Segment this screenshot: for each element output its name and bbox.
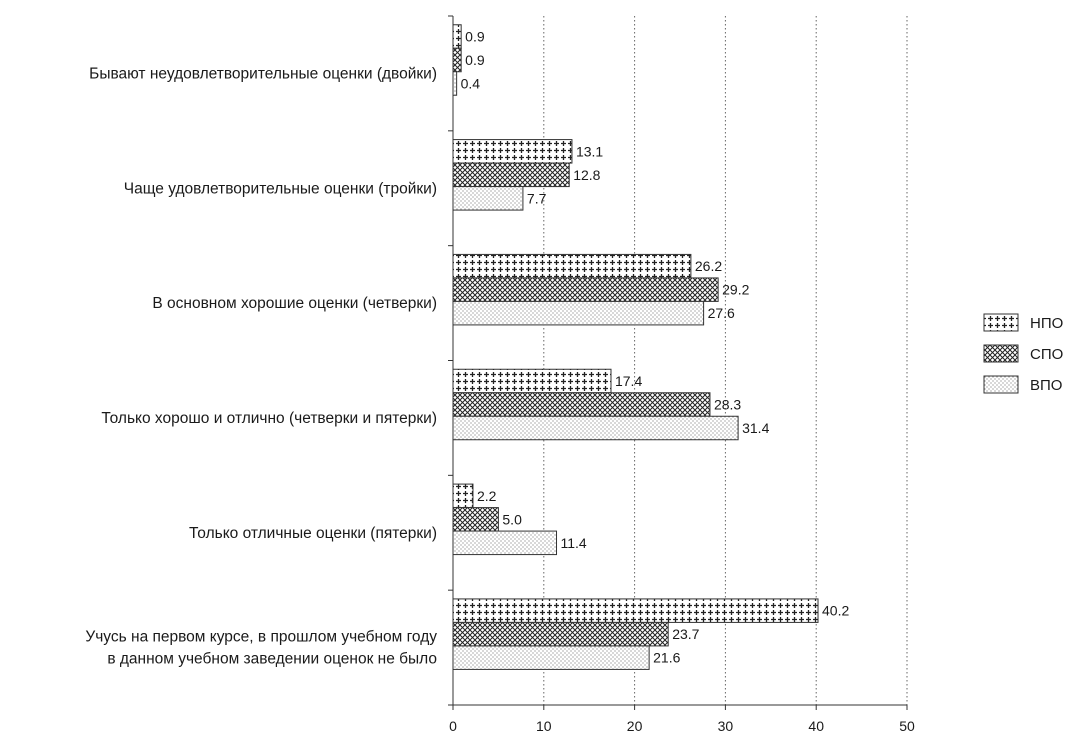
bar-НПО xyxy=(452,139,573,164)
bar-ВПО xyxy=(452,186,524,211)
value-label: 2.2 xyxy=(477,488,497,504)
bar-ВПО xyxy=(452,530,558,556)
legend: НПО СПО ВПО xyxy=(983,313,1063,394)
category-label: Чаще удовлетворительные оценки (тройки) xyxy=(124,180,437,197)
bar-ВПО xyxy=(452,645,650,670)
x-tick-label: 20 xyxy=(627,718,643,734)
value-label: 26.2 xyxy=(695,258,722,274)
value-label: 28.3 xyxy=(714,397,741,413)
value-label: 7.7 xyxy=(527,190,547,206)
category-label: В основном хорошие оценки (четверки) xyxy=(152,295,437,312)
value-label: 11.4 xyxy=(561,535,587,551)
value-label: 0.9 xyxy=(465,29,485,45)
grid-lines xyxy=(543,16,908,705)
legend-label-ВПО: ВПО xyxy=(1030,377,1062,394)
value-label: 0.9 xyxy=(465,52,485,68)
value-label: 12.8 xyxy=(573,167,600,183)
legend-label-НПО: НПО xyxy=(1030,315,1063,332)
legend-swatch-НПО xyxy=(983,313,1019,332)
bar-НПО xyxy=(452,368,612,394)
bar-СПО xyxy=(452,621,669,647)
legend-label-СПО: СПО xyxy=(1030,346,1063,363)
x-tick-label: 30 xyxy=(718,718,734,734)
axes: 0 10 20 30 40 50 xyxy=(448,15,915,734)
bar-ВПО xyxy=(452,71,458,96)
value-label: 29.2 xyxy=(722,282,749,298)
value-label: 13.1 xyxy=(576,143,603,159)
bar-СПО xyxy=(452,392,711,417)
bar-ВПО xyxy=(452,300,705,326)
bar-СПО xyxy=(452,507,499,532)
legend-swatch-СПО xyxy=(983,344,1019,363)
bar-СПО xyxy=(452,277,719,302)
bar-ВПО xyxy=(452,415,739,441)
category-label: Бывают неудовлетворительные оценки (двой… xyxy=(89,65,437,82)
x-tick-label: 0 xyxy=(449,718,457,734)
bar-НПО xyxy=(452,598,819,623)
value-label: 27.6 xyxy=(708,305,735,321)
legend-swatch-ВПО xyxy=(983,375,1019,394)
bar-НПО xyxy=(452,253,692,279)
value-label: 31.4 xyxy=(742,420,769,436)
value-label: 40.2 xyxy=(822,603,849,619)
category-label: Только хорошо и отлично (четверки и пяте… xyxy=(101,410,437,427)
category-label: Учусь на первом курсе, в прошлом учебном… xyxy=(85,629,437,646)
value-label: 23.7 xyxy=(672,626,699,642)
value-label: 21.6 xyxy=(653,650,680,666)
value-label: 0.4 xyxy=(461,76,481,92)
bar-НПО xyxy=(452,483,474,509)
value-label: 17.4 xyxy=(615,373,642,389)
bars xyxy=(452,24,819,670)
bar-СПО xyxy=(452,47,462,73)
labels: 0.9 0.9 0.4 Бывают неудовлетворительные оце… xyxy=(85,29,849,668)
value-label: 5.0 xyxy=(502,511,522,527)
bar-СПО xyxy=(452,162,570,188)
x-tick-label: 50 xyxy=(899,718,915,734)
x-tick-label: 40 xyxy=(808,718,824,734)
bar-НПО xyxy=(452,24,462,49)
category-label: в данном учебном заведении оценок не был… xyxy=(107,651,437,668)
x-tick-label: 10 xyxy=(536,718,552,734)
category-label: Только отличные оценки (пятерки) xyxy=(189,525,437,542)
